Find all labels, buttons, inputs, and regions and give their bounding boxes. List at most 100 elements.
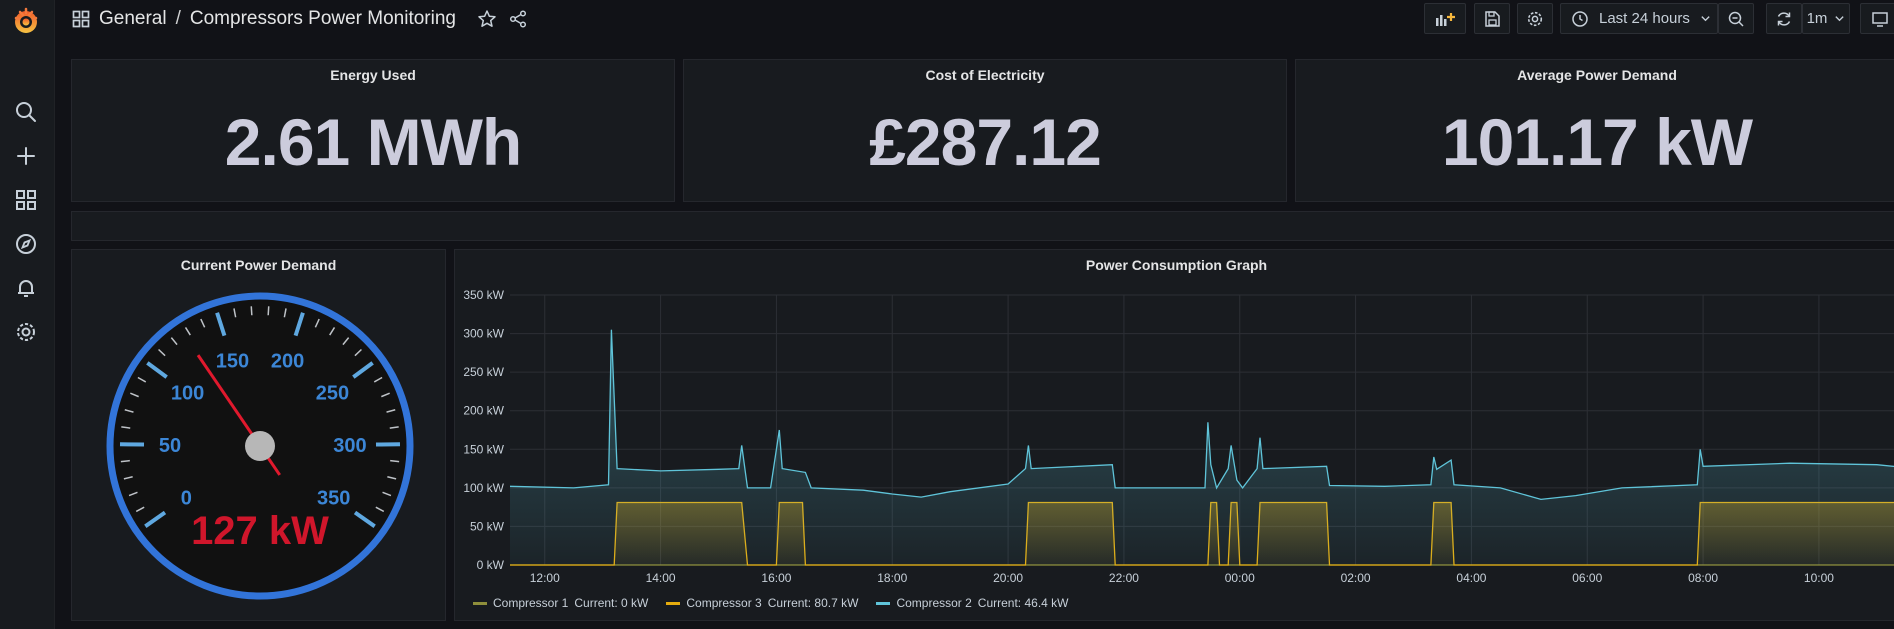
star-icon[interactable]	[477, 9, 497, 29]
gauge-value: 127 kW	[191, 509, 329, 553]
clock-icon	[1572, 10, 1588, 27]
dashboards-icon[interactable]	[14, 188, 38, 212]
legend-current-value: Current: 46.4 kW	[977, 596, 1069, 610]
panel-title: Energy Used	[330, 67, 416, 83]
gauge-minor-tick	[184, 327, 191, 336]
gauge-major-tick	[215, 312, 227, 337]
gauge-minor-tick	[342, 337, 350, 346]
chart-legend: Compressor 1 Current: 0 kW Compressor 3 Cur…	[473, 596, 1069, 610]
gauge-minor-tick	[135, 506, 145, 513]
settings-gear-icon[interactable]	[14, 320, 38, 344]
x-tick-label: 14:00	[646, 571, 676, 585]
zoom-out-button[interactable]	[1718, 3, 1754, 34]
dashboard-title[interactable]: Compressors Power Monitoring	[189, 8, 456, 29]
gauge-minor-tick	[387, 476, 397, 480]
top-bar: General / Compressors Power Monitoring L…	[54, 0, 1894, 44]
gauge-tick-label: 300	[333, 435, 366, 457]
x-tick-label: 10:00	[1804, 571, 1834, 585]
gauge-minor-tick	[283, 308, 287, 318]
y-tick-label: 350 kW	[463, 288, 504, 302]
share-icon[interactable]	[508, 9, 528, 29]
gauge-major-tick	[146, 361, 168, 379]
gauge-minor-tick	[123, 476, 133, 480]
add-panel-button[interactable]	[1424, 3, 1466, 34]
gauge-tick-label: 100	[171, 383, 204, 405]
panel-title: Average Power Demand	[1517, 67, 1677, 83]
x-tick-label: 18:00	[877, 571, 907, 585]
legend-current-value: Current: 0 kW	[574, 596, 649, 610]
legend-current-value: Current: 80.7 kW	[767, 596, 859, 610]
gauge-minor-tick	[390, 459, 400, 463]
legend-item[interactable]: Compressor 1 Current: 0 kW	[473, 596, 648, 610]
empty-row-panel	[71, 211, 1894, 241]
stat-value: £287.12	[869, 105, 1102, 179]
x-tick-label: 04:00	[1456, 571, 1486, 585]
tv-mode-button[interactable]	[1860, 3, 1894, 34]
search-icon[interactable]	[14, 100, 38, 124]
legend-swatch	[666, 601, 681, 605]
graph-panel-power-consumption[interactable]: Power Consumption Graph 0 kW 50 kW 100 kW 1…	[454, 249, 1894, 621]
dashboard-settings-button[interactable]	[1517, 3, 1553, 34]
explore-compass-icon[interactable]	[14, 232, 38, 256]
legend-item[interactable]: Compressor 3 Current: 80.7 kW	[666, 596, 858, 610]
series-area-compressor-2	[510, 329, 1894, 565]
panel-title: Current Power Demand	[180, 257, 337, 273]
stat-panel-average-power-demand[interactable]: Average Power Demand 101.17 kW	[1295, 59, 1894, 202]
x-tick-label: 12:00	[530, 571, 560, 585]
refresh-interval-picker[interactable]: 1m	[1802, 3, 1850, 34]
gauge-panel-current-power-demand[interactable]: Current Power Demand 0 50 100 150 200 250 300 3…	[71, 249, 446, 621]
stat-panel-energy-used[interactable]: Energy Used 2.61 MWh	[71, 59, 675, 202]
chevron-down-icon	[1701, 16, 1710, 22]
breadcrumb-folder[interactable]: General	[99, 8, 167, 29]
stat-value: 2.61 MWh	[224, 105, 522, 179]
gauge-minor-tick	[373, 376, 383, 383]
gauge-minor-tick	[382, 491, 392, 497]
gauge-minor-tick	[170, 337, 178, 346]
plus-icon[interactable]	[14, 144, 38, 168]
stat-value: 101.17 kW	[1441, 105, 1753, 179]
gauge-minor-tick	[121, 426, 131, 429]
dashboard-grid-icon	[72, 10, 90, 28]
breadcrumb-separator: /	[175, 8, 181, 29]
panel-title: Cost of Electricity	[925, 67, 1045, 83]
gauge-minor-tick	[386, 409, 396, 413]
y-tick-label: 50 kW	[470, 519, 505, 533]
sidebar	[0, 0, 55, 629]
refresh-button[interactable]	[1766, 3, 1802, 34]
gauge-major-tick	[144, 510, 167, 528]
gauge-minor-tick	[130, 392, 139, 398]
gauge-tick-label: 50	[159, 435, 181, 457]
x-tick-label: 02:00	[1341, 571, 1371, 585]
gauge-minor-tick	[314, 318, 320, 328]
grafana-logo-icon[interactable]	[11, 6, 41, 36]
gauge-major-tick	[353, 510, 376, 528]
legend-swatch	[473, 601, 487, 605]
legend-item[interactable]: Compressor 2 Current: 46.4 kW	[876, 596, 1069, 610]
gauge-tick-label: 150	[216, 350, 249, 372]
gauge-minor-tick	[375, 506, 385, 513]
gauge-tick-label: 0	[181, 488, 192, 510]
series-line-compressor-2	[509, 329, 1894, 501]
gauge-minor-tick	[267, 306, 270, 316]
y-tick-label: 150 kW	[463, 442, 504, 456]
power-consumption-chart: 0 kW 50 kW 100 kW 150 kW 200 kW 250 kW 300 kW 3…	[463, 288, 1894, 585]
x-tick-label: 08:00	[1688, 571, 1718, 585]
gauge-minor-tick	[354, 348, 362, 357]
gauge-major-tick	[293, 312, 305, 337]
time-range-picker[interactable]: Last 24 hours	[1560, 3, 1718, 34]
gauge-minor-tick	[250, 306, 253, 316]
time-range-label: Last 24 hours	[1599, 10, 1690, 27]
save-dashboard-button[interactable]	[1474, 3, 1510, 34]
legend-swatch	[876, 601, 891, 605]
alerting-bell-icon[interactable]	[14, 276, 38, 300]
gauge-minor-tick	[137, 376, 147, 383]
gauge-minor-tick	[381, 392, 390, 398]
stat-panel-cost-of-electricity[interactable]: Cost of Electricity £287.12	[683, 59, 1287, 202]
breadcrumb: General / Compressors Power Monitoring	[72, 8, 528, 30]
x-tick-label: 22:00	[1109, 571, 1139, 585]
x-tick-label: 00:00	[1225, 571, 1255, 585]
legend-series-name: Compressor 1	[493, 596, 569, 610]
gauge-tick-label: 250	[316, 383, 349, 405]
legend-series-name: Compressor 3	[686, 596, 762, 610]
